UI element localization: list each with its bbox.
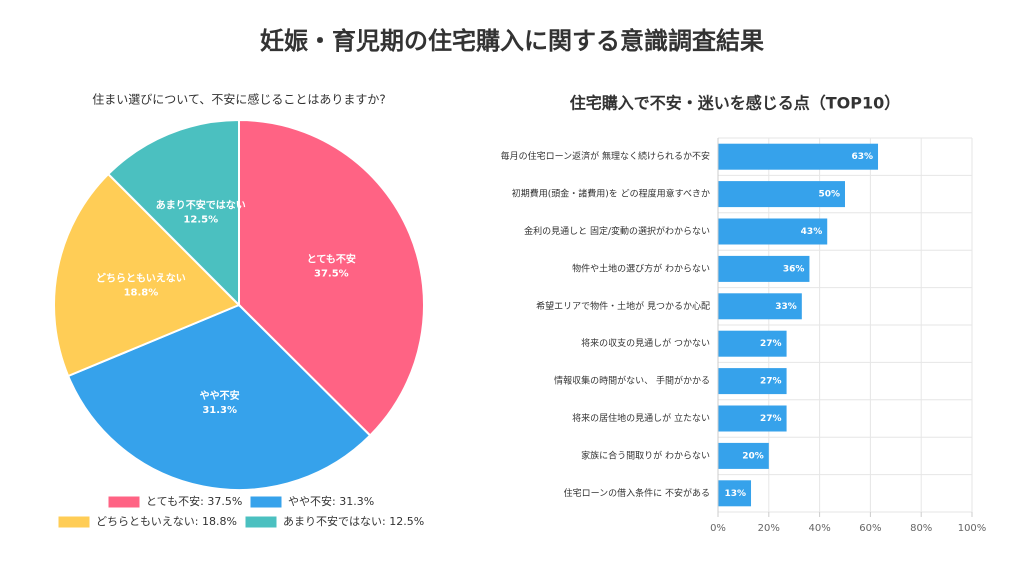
bar — [718, 293, 802, 320]
bar-value-label: 27% — [760, 339, 782, 349]
bar-value-label: 20% — [742, 451, 764, 461]
y-tick-label: 情報収集の時間がない、 手間がかかる — [554, 375, 710, 387]
bar — [718, 255, 810, 282]
legend-swatch — [107, 495, 141, 509]
slice-category: どちらともいえない — [96, 272, 186, 285]
bar — [718, 442, 769, 469]
legend-label: どちらともいえない: 18.8% — [96, 515, 237, 528]
bar-value-label: 50% — [818, 190, 840, 200]
bar-title: 住宅購入で不安・迷いを感じる点（TOP10） — [570, 94, 901, 113]
legend-swatch — [244, 515, 278, 529]
bar-value-label: 33% — [775, 302, 797, 312]
bar-value-label: 36% — [783, 264, 805, 274]
pie-slice — [66, 303, 372, 491]
y-tick-label: 家族に合う間取りが わからない — [581, 449, 710, 461]
bar — [718, 181, 845, 208]
bar-value-label: 43% — [801, 227, 823, 237]
pie-slice — [238, 118, 425, 437]
legend-swatch — [57, 515, 91, 529]
slice-category: やや不安 — [200, 389, 240, 402]
bar-value-label: 13% — [724, 489, 746, 499]
legend-label: やや不安: 31.3% — [288, 494, 374, 508]
x-tick-label: 80% — [910, 523, 932, 534]
page-title: 妊娠・育児期の住宅購入に関する意識調査結果 — [260, 27, 764, 55]
x-tick-label: 40% — [808, 523, 830, 534]
y-tick-label: 住宅ローンの借入条件に 不安がある — [564, 487, 710, 499]
x-tick-label: 60% — [859, 523, 881, 534]
bar — [718, 218, 828, 245]
bar — [718, 143, 879, 170]
y-tick-label: 物件や土地の選び方が わからない — [572, 262, 710, 274]
pie-slice — [106, 118, 240, 308]
pie-slice — [53, 172, 241, 378]
slice-category: あまり不安ではない — [156, 199, 246, 212]
slice-value-label: 18.8% — [124, 288, 159, 299]
pie-title: 住まい選びについて、不安に感じることはありますか? — [92, 92, 385, 107]
bar-value-label: 27% — [760, 377, 782, 387]
bar — [718, 368, 787, 395]
y-tick-label: 初期費用(頭金・諸費用)を どの程度用意すべきか — [512, 188, 710, 200]
x-tick-label: 20% — [758, 523, 780, 534]
slice-value-label: 12.5% — [183, 215, 218, 226]
slice-value-label: 37.5% — [314, 269, 349, 280]
bar — [718, 405, 787, 432]
bar-value-label: 27% — [760, 414, 782, 424]
y-tick-label: 希望エリアで物件・土地が 見つかるか心配 — [536, 300, 710, 312]
legend-label: あまり不安ではない: 12.5% — [283, 514, 424, 528]
bar — [718, 480, 752, 507]
y-tick-label: 将来の収支の見通しが つかない — [581, 337, 710, 349]
slice-value-label: 31.3% — [202, 405, 237, 416]
legend-label: とても不安: 37.5% — [146, 494, 242, 508]
slice-category: とても不安 — [307, 253, 356, 266]
x-tick-label: 100% — [958, 523, 987, 534]
bar-value-label: 63% — [851, 152, 873, 162]
legend-swatch — [249, 495, 283, 509]
y-tick-label: 金利の見通しと 固定/変動の選択がわからない — [524, 225, 710, 237]
x-tick-label: 0% — [710, 523, 726, 534]
y-tick-label: 将来の居住地の見通しが 立たない — [572, 412, 710, 424]
y-tick-label: 毎月の住宅ローン返済が 無理なく続けられるか不安 — [501, 150, 710, 162]
bar — [718, 330, 787, 357]
